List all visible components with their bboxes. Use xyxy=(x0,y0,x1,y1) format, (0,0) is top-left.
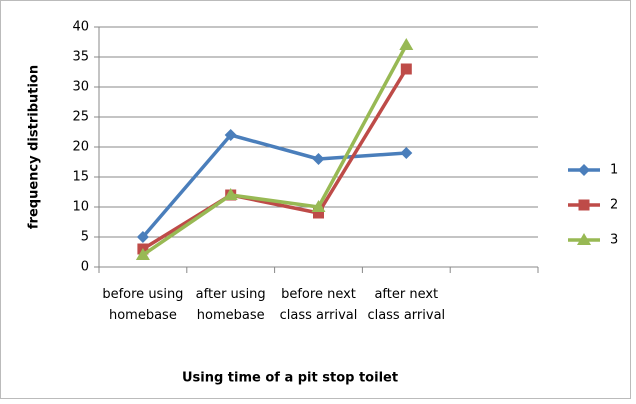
y-tick-label: 5 xyxy=(81,230,89,245)
data-point xyxy=(400,63,412,75)
x-tick-label: after using homebase xyxy=(195,287,266,323)
x-axis-title: Using time of a pit stop toilet xyxy=(182,371,398,386)
legend-label: 1 xyxy=(610,163,618,178)
legend-label: 3 xyxy=(610,233,618,248)
y-tick-label: 30 xyxy=(72,80,89,95)
data-point xyxy=(136,231,149,243)
legend-marker xyxy=(578,164,590,176)
data-point xyxy=(312,153,325,165)
series-line xyxy=(141,68,408,251)
y-axis-title: frequency distribution xyxy=(27,65,42,229)
data-point xyxy=(400,147,413,159)
data-point xyxy=(311,200,326,212)
x-tick-label: before using homebase xyxy=(102,287,184,323)
legend-label: 2 xyxy=(610,198,618,213)
data-point xyxy=(224,129,237,141)
x-tick-label: after next class arrival xyxy=(367,287,446,323)
y-tick-label: 0 xyxy=(81,260,89,275)
x-tick-label: before next class arrival xyxy=(279,287,358,323)
data-point xyxy=(223,188,238,200)
y-tick-label: 20 xyxy=(72,140,89,155)
data-point xyxy=(313,207,324,219)
series-line xyxy=(141,44,408,257)
series-line xyxy=(141,133,407,239)
data-point xyxy=(399,38,414,50)
chart-frame xyxy=(0,0,631,399)
y-tick-label: 40 xyxy=(72,20,89,35)
data-point xyxy=(135,248,150,260)
legend-marker xyxy=(578,199,590,211)
legend-marker xyxy=(577,233,591,245)
y-tick-label: 15 xyxy=(72,170,89,185)
y-tick-label: 25 xyxy=(72,110,89,125)
y-tick-label: 10 xyxy=(72,200,89,215)
y-tick-label: 35 xyxy=(72,50,89,65)
